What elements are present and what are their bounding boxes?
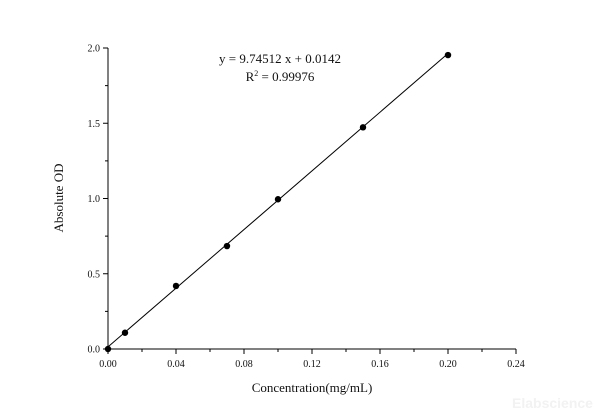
x-axis-label: Concentration(mg/mL)	[252, 380, 373, 395]
data-point	[172, 282, 180, 290]
x-tick-label: 0.16	[371, 359, 389, 370]
data-point	[444, 51, 452, 59]
x-tick-label: 0.20	[439, 359, 457, 370]
x-tick-label: 0.12	[303, 359, 321, 370]
data-point	[104, 345, 112, 353]
y-tick-label: 2.0	[88, 44, 101, 55]
data-point	[121, 329, 129, 336]
y-tick-label: 0.5	[88, 269, 101, 280]
x-tick-label: 0.04	[167, 359, 185, 370]
data-point	[359, 124, 367, 131]
x-tick-label: 0.24	[507, 359, 525, 370]
data-point	[274, 196, 282, 203]
y-tick-label: 1.0	[88, 194, 101, 205]
fit-equation: y = 9.74512 x + 0.0142	[219, 51, 341, 66]
data-point	[223, 242, 231, 250]
y-tick-label: 0.0	[88, 345, 101, 356]
y-tick-label: 1.5	[88, 119, 101, 130]
x-tick-label: 0.08	[235, 359, 253, 370]
watermark-logo: Elabscience	[512, 395, 593, 411]
x-tick-label: 0.00	[99, 359, 117, 370]
r-squared: R2 = 0.99976	[246, 69, 315, 84]
y-axis-label: Absolute OD	[51, 164, 66, 233]
